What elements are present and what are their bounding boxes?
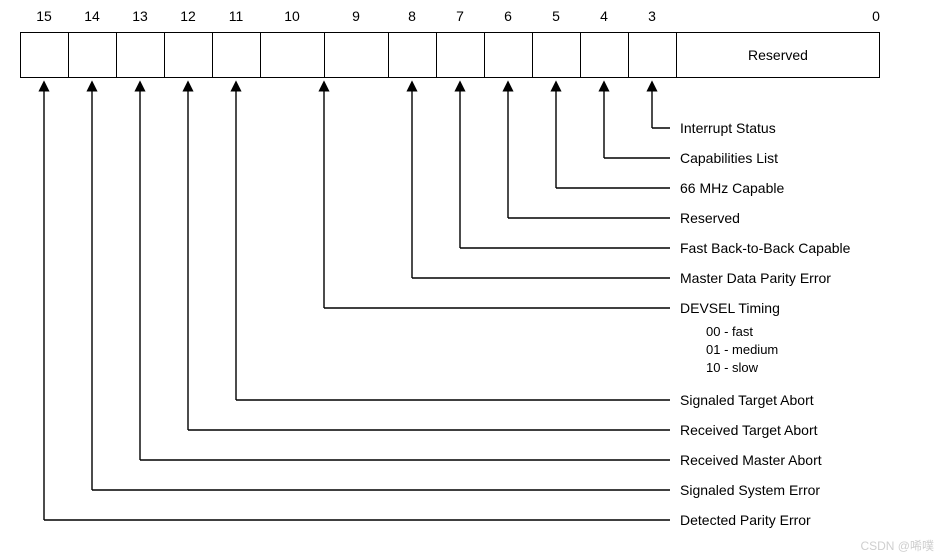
desc-bit-12: Received Target Abort bbox=[680, 422, 818, 438]
bit-number-6: 6 bbox=[498, 8, 518, 24]
bit-cell-12 bbox=[165, 33, 213, 77]
desc-bit-14: Signaled System Error bbox=[680, 482, 820, 498]
bit-cell-7 bbox=[437, 33, 485, 77]
bit-number-5: 5 bbox=[546, 8, 566, 24]
bit-number-9: 9 bbox=[346, 8, 366, 24]
bit-number-14: 14 bbox=[82, 8, 102, 24]
bit-cell-10 bbox=[261, 33, 325, 77]
bit-cell-14 bbox=[69, 33, 117, 77]
bit-cell-4 bbox=[581, 33, 629, 77]
bit-number-7: 7 bbox=[450, 8, 470, 24]
desc-bit-15: Detected Parity Error bbox=[680, 512, 811, 528]
desc-bit-6: Reserved bbox=[680, 210, 740, 226]
bit-cell-6 bbox=[485, 33, 533, 77]
bit-cell-13 bbox=[117, 33, 165, 77]
watermark: CSDN @唏噗 bbox=[860, 537, 934, 554]
desc-bit-11: Signaled Target Abort bbox=[680, 392, 814, 408]
bit-number-0: 0 bbox=[866, 8, 886, 24]
desc-bit-10-sub-2: 10 - slow bbox=[706, 360, 758, 375]
bit-cell-3 bbox=[629, 33, 677, 77]
desc-bit-10-sub-0: 00 - fast bbox=[706, 324, 753, 339]
bit-number-13: 13 bbox=[130, 8, 150, 24]
bit-cell-15 bbox=[21, 33, 69, 77]
register-row: Reserved bbox=[20, 32, 880, 78]
desc-bit-8: Master Data Parity Error bbox=[680, 270, 831, 286]
bit-cell-reserved: Reserved bbox=[677, 33, 879, 77]
register-bitfield-diagram: 15 14 13 12 11 10 9 8 7 6 5 4 3 0 Reserved Interrupt … bbox=[0, 0, 946, 560]
desc-bit-10-sub-1: 01 - medium bbox=[706, 342, 778, 357]
bit-number-15: 15 bbox=[34, 8, 54, 24]
bit-number-8: 8 bbox=[402, 8, 422, 24]
bit-number-10: 10 bbox=[282, 8, 302, 24]
desc-bit-13: Received Master Abort bbox=[680, 452, 822, 468]
bit-number-12: 12 bbox=[178, 8, 198, 24]
bit-number-4: 4 bbox=[594, 8, 614, 24]
desc-bit-7: Fast Back-to-Back Capable bbox=[680, 240, 850, 256]
desc-bit-5: 66 MHz Capable bbox=[680, 180, 784, 196]
desc-bit-3: Interrupt Status bbox=[680, 120, 776, 136]
desc-bit-4: Capabilities List bbox=[680, 150, 778, 166]
bit-cell-9 bbox=[325, 33, 389, 77]
bit-number-3: 3 bbox=[642, 8, 662, 24]
bit-cell-8 bbox=[389, 33, 437, 77]
desc-bit-10: DEVSEL Timing bbox=[680, 300, 780, 316]
bit-number-11: 11 bbox=[226, 8, 246, 24]
bit-cell-5 bbox=[533, 33, 581, 77]
bit-cell-11 bbox=[213, 33, 261, 77]
